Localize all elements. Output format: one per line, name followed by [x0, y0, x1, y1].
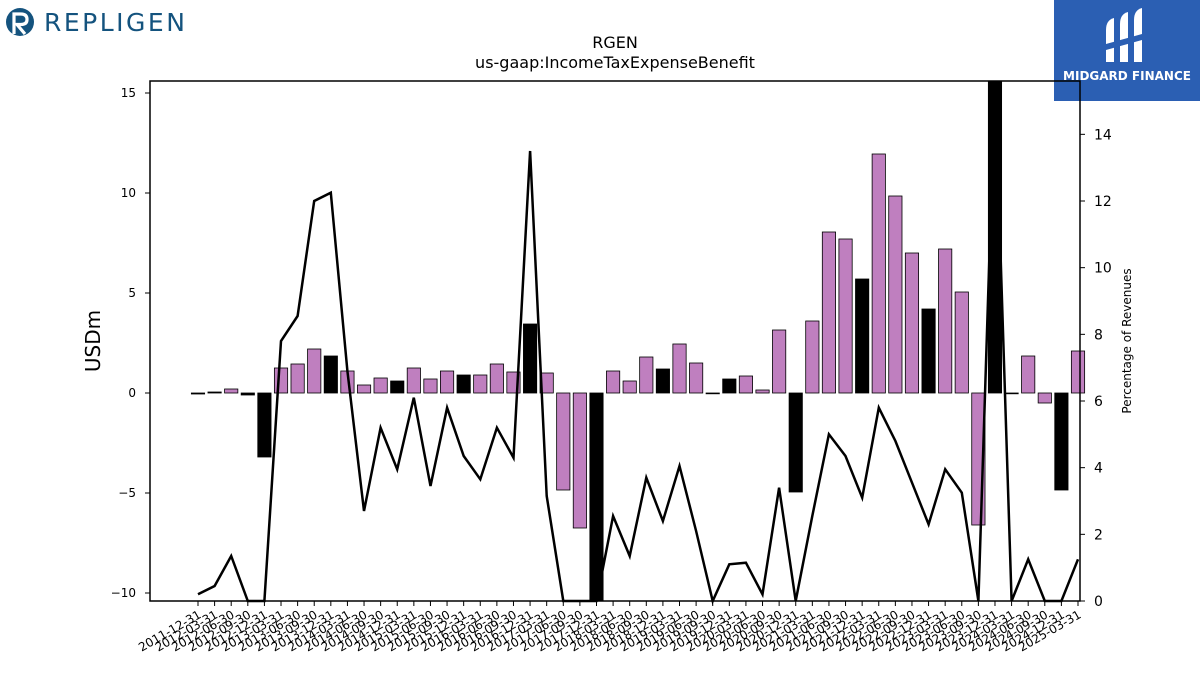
bar	[556, 392, 571, 491]
bar	[921, 308, 936, 394]
x-axis: 2011-12-312012-03-312012-06-302012-09-30…	[136, 601, 1084, 654]
bar	[672, 343, 687, 394]
y2-tick-label: 10	[1094, 261, 1112, 277]
y-tick-label: 0	[128, 386, 136, 400]
bar	[871, 153, 886, 394]
y2-tick-label: 2	[1094, 527, 1103, 543]
bar	[307, 348, 322, 394]
bar	[722, 378, 737, 394]
right-axis: 0 2 4 6 8 10 12 14	[1080, 127, 1112, 610]
bar	[1004, 392, 1019, 395]
bar	[855, 278, 870, 394]
midgard-finance-logo: MIDGARD FINANCE	[1054, 0, 1200, 101]
bar	[606, 370, 621, 394]
bar	[622, 380, 637, 394]
bars-layer	[190, 80, 1086, 602]
bar	[954, 291, 969, 394]
bar	[473, 374, 488, 394]
y-tick-label: 10	[121, 186, 136, 200]
bar	[390, 380, 405, 394]
bar	[323, 355, 338, 394]
bar	[224, 388, 239, 394]
bar	[738, 375, 753, 394]
bar	[705, 392, 720, 395]
bar	[523, 323, 538, 394]
bar	[257, 392, 272, 458]
bar	[273, 367, 289, 394]
y-tick-label: −5	[118, 486, 136, 500]
bar	[456, 374, 471, 394]
bar	[373, 377, 388, 394]
bar	[689, 362, 704, 394]
midgard-mark-icon	[1106, 8, 1142, 62]
y2-axis-label: Percentage of Revenues	[1120, 268, 1134, 413]
bar	[406, 367, 421, 394]
bar	[888, 195, 903, 394]
bar	[938, 248, 953, 394]
bar	[572, 392, 587, 529]
y-tick-label: 15	[121, 86, 136, 100]
brand-name: REPLIGEN	[44, 7, 188, 37]
bar	[1054, 392, 1069, 491]
bar	[805, 320, 820, 394]
left-axis: −10 −5 0 5 10 15	[111, 86, 150, 600]
bar	[639, 356, 654, 394]
bar	[1021, 355, 1036, 394]
bar	[356, 384, 372, 394]
y2-tick-label: 6	[1094, 394, 1103, 410]
bar	[655, 368, 670, 394]
partner-name: MIDGARD FINANCE	[1063, 69, 1191, 83]
series-line	[197, 80, 1080, 605]
y2-tick-label: 8	[1094, 327, 1103, 343]
y2-tick-label: 12	[1094, 194, 1112, 210]
y2-tick-label: 4	[1094, 461, 1103, 477]
bar	[190, 392, 206, 395]
y2-tick-label: 0	[1094, 594, 1103, 610]
bar	[772, 329, 787, 394]
bar	[207, 391, 222, 394]
plot-frame	[149, 80, 1081, 602]
bar	[589, 392, 604, 602]
bar	[440, 370, 455, 394]
bar	[788, 392, 803, 493]
bar	[838, 238, 853, 394]
repligen-mark-icon	[6, 8, 34, 36]
bar	[821, 231, 836, 394]
repligen-logo: REPLIGEN	[6, 4, 187, 40]
bar	[423, 378, 438, 394]
bar	[755, 389, 770, 394]
bar	[290, 363, 305, 394]
y-axis-label: USDm	[81, 310, 105, 372]
bar	[904, 252, 920, 394]
y2-tick-label: 14	[1094, 127, 1112, 143]
bar	[1070, 350, 1086, 394]
y-tick-label: 5	[128, 286, 136, 300]
bar	[240, 392, 255, 396]
chart-subtitle: us-gaap:IncomeTaxExpenseBenefit	[475, 53, 755, 72]
bar	[489, 363, 504, 394]
y-tick-label: −10	[111, 586, 136, 600]
bar	[1037, 392, 1052, 404]
chart-title: RGEN	[592, 33, 638, 52]
